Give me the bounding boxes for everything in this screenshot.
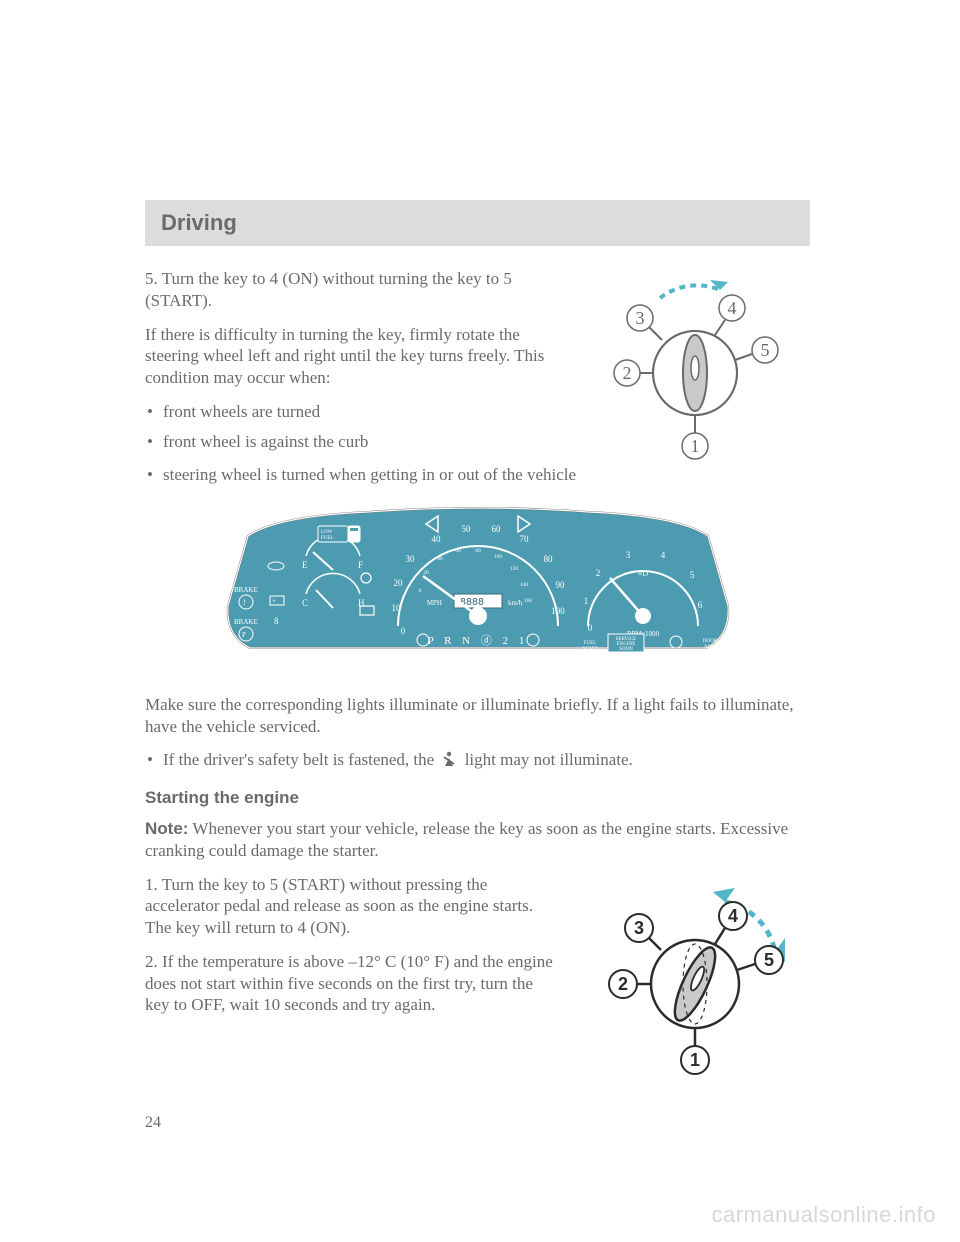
illuminate-note: Make sure the corresponding lights illum… <box>145 694 810 738</box>
svg-text:160: 160 <box>523 598 532 604</box>
cluster-wrap: E F C H LOW FUEL BRAKE ! BRAKE P 8 <box>145 496 810 676</box>
ign1-pos-2: 2 <box>623 363 632 383</box>
ign2-pos-4: 4 <box>728 906 738 926</box>
svg-text:DOOR: DOOR <box>702 639 717 644</box>
svg-text:8: 8 <box>274 616 279 626</box>
svg-text:10: 10 <box>391 603 401 613</box>
svg-text:0: 0 <box>418 588 421 594</box>
svg-text:0: 0 <box>587 623 592 633</box>
svg-text:MPH: MPH <box>426 599 441 607</box>
starting-engine-note: Note: Whenever you start your vehicle, r… <box>145 818 810 862</box>
page: Driving 5. Turn the key to 4 (ON) withou… <box>0 0 960 1192</box>
svg-text:140: 140 <box>519 582 528 588</box>
svg-text:4: 4 <box>660 550 665 560</box>
svg-text:RESET: RESET <box>582 647 597 652</box>
svg-text:P R N ⓓ 2 1: P R N ⓓ 2 1 <box>427 634 528 647</box>
svg-text:2: 2 <box>595 568 600 578</box>
ignition-diagram-2: 1 2 3 4 5 <box>585 874 805 1084</box>
fig-ignition-1: 1 2 3 4 5 <box>580 268 810 468</box>
svg-text:≡D: ≡D <box>637 569 648 578</box>
svg-text:60: 60 <box>491 524 501 534</box>
svg-text:5: 5 <box>689 570 694 580</box>
chapter-title: Driving <box>161 210 237 235</box>
fig-ignition-2: 1 2 3 4 5 <box>580 874 810 1084</box>
svg-text:FUEL: FUEL <box>321 536 334 541</box>
svg-text:20: 20 <box>423 570 429 576</box>
svg-text:60: 60 <box>455 548 461 554</box>
page-number: 24 <box>145 1114 810 1132</box>
ign2-pos-3: 3 <box>634 918 644 938</box>
svg-text:FUEL: FUEL <box>583 641 596 646</box>
ign1-pos-5: 5 <box>761 340 770 360</box>
svg-text:100: 100 <box>551 606 565 616</box>
svg-text:6: 6 <box>697 600 702 610</box>
svg-text:P: P <box>242 631 246 639</box>
svg-text:80: 80 <box>475 548 481 554</box>
block-ignition-on: 5. Turn the key to 4 (ON) without turnin… <box>145 268 810 468</box>
ign2-pos-5: 5 <box>764 950 774 970</box>
svg-text:80: 80 <box>543 554 553 564</box>
difficulty-bullets-full: steering wheel is turned when getting in… <box>145 464 810 486</box>
bullet-1: front wheels are turned <box>145 401 560 423</box>
ignition-diagram-1: 1 2 3 4 5 <box>590 268 800 468</box>
seatbelt-suffix: light may not illuminate. <box>465 750 633 769</box>
step-5: 5. Turn the key to 4 (ON) without turnin… <box>145 268 560 312</box>
watermark: carmanualsonline.info <box>711 1202 936 1228</box>
seatbelt-prefix: If the driver's safety belt is fastened,… <box>163 750 434 769</box>
chapter-header: Driving <box>145 200 810 246</box>
svg-text:AJAR: AJAR <box>703 645 716 650</box>
text-col-1: 5. Turn the key to 4 (ON) without turnin… <box>145 268 560 460</box>
svg-text:1: 1 <box>583 596 588 606</box>
seatbelt-bullet: If the driver's safety belt is fastened,… <box>145 749 810 774</box>
svg-text:F: F <box>358 560 363 570</box>
svg-text:SOON: SOON <box>619 647 633 652</box>
ign1-pos-4: 4 <box>728 298 737 318</box>
svg-text:100: 100 <box>493 554 502 560</box>
difficulty-note: If there is difficulty in turning the ke… <box>145 324 560 389</box>
svg-text:LOW: LOW <box>321 530 333 535</box>
difficulty-bullets: front wheels are turned front wheel is a… <box>145 401 560 453</box>
svg-text:90: 90 <box>555 580 565 590</box>
svg-text:3: 3 <box>625 550 630 560</box>
svg-text:20: 20 <box>393 578 403 588</box>
bullet-2: front wheel is against the curb <box>145 431 560 453</box>
svg-text:30: 30 <box>405 554 415 564</box>
bullet-3: steering wheel is turned when getting in… <box>145 464 810 486</box>
svg-text:C: C <box>302 598 308 608</box>
ign1-pos-1: 1 <box>691 436 700 456</box>
svg-text:km/h: km/h <box>508 599 523 607</box>
ign1-pos-3: 3 <box>636 308 645 328</box>
start-step-2: 2. If the temperature is above –12° C (1… <box>145 951 560 1016</box>
svg-text:BRAKE: BRAKE <box>234 618 258 626</box>
starting-engine-heading: Starting the engine <box>145 788 810 808</box>
ign2-pos-2: 2 <box>618 974 628 994</box>
seatbelt-bullet-item: If the driver's safety belt is fastened,… <box>145 749 810 774</box>
svg-text:40: 40 <box>431 534 441 544</box>
block-starting: 1. Turn the key to 5 (START) without pre… <box>145 874 810 1084</box>
note-label: Note: <box>145 819 188 838</box>
svg-text:120: 120 <box>509 566 518 572</box>
svg-text:!: ! <box>243 598 246 607</box>
svg-text:E: E <box>302 560 308 570</box>
start-step-1: 1. Turn the key to 5 (START) without pre… <box>145 874 560 939</box>
svg-text:70: 70 <box>519 534 529 544</box>
svg-text:0: 0 <box>400 626 405 636</box>
svg-text:50: 50 <box>461 524 471 534</box>
svg-text:BRAKE: BRAKE <box>234 586 258 594</box>
svg-text:+: + <box>272 597 276 605</box>
instrument-cluster: E F C H LOW FUEL BRAKE ! BRAKE P 8 <box>198 496 758 676</box>
ign2-pos-1: 1 <box>690 1050 700 1070</box>
text-col-2: 1. Turn the key to 5 (START) without pre… <box>145 874 560 1029</box>
note-text: Whenever you start your vehicle, release… <box>145 819 788 860</box>
seatbelt-icon <box>440 750 458 774</box>
svg-text:40: 40 <box>437 556 443 562</box>
